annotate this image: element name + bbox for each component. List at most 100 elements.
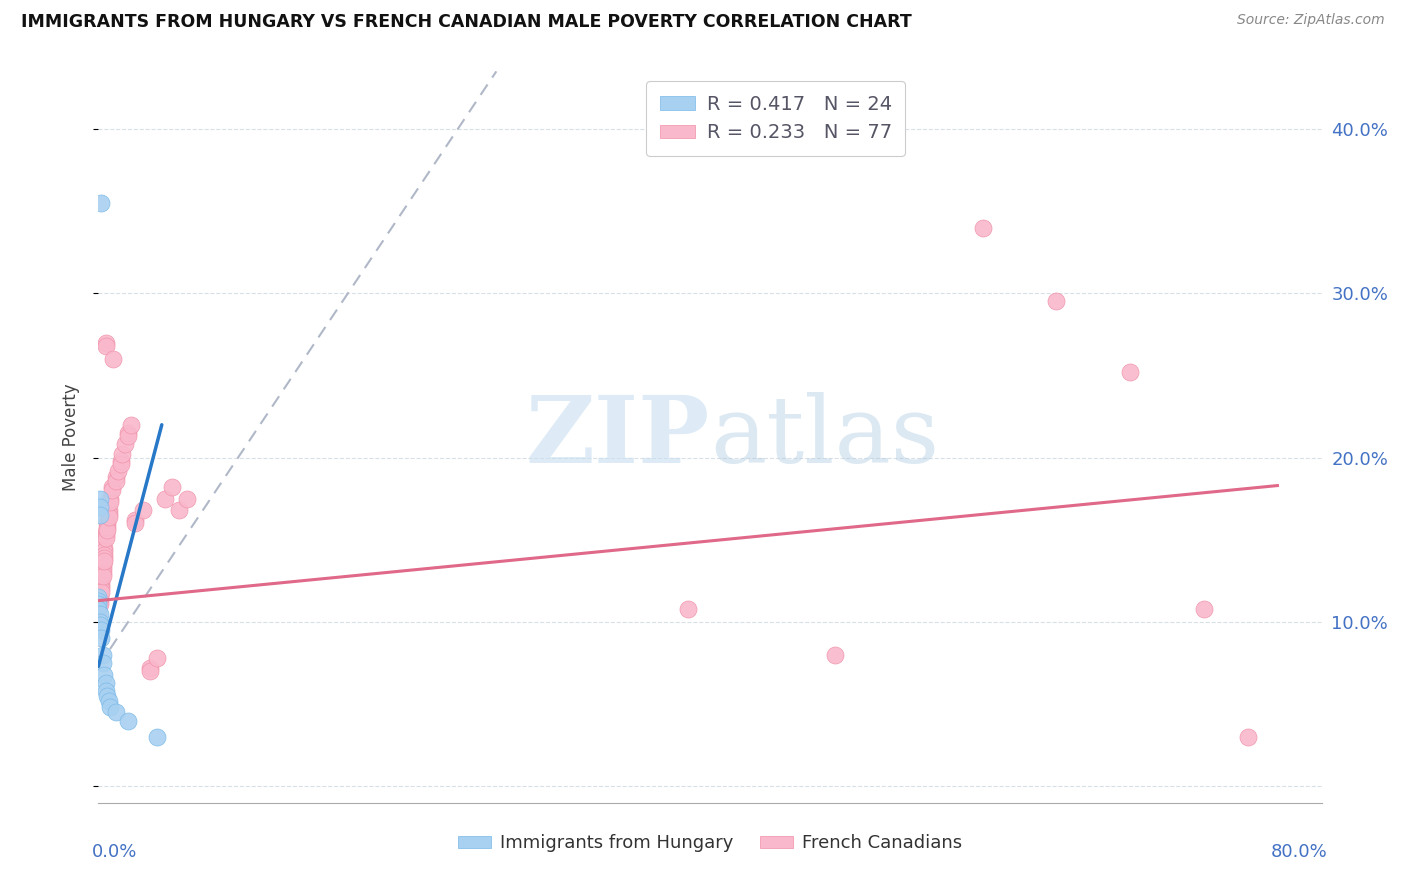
Point xyxy=(96,523,118,537)
Point xyxy=(89,491,111,506)
Point xyxy=(139,665,162,679)
Point xyxy=(89,500,111,514)
Point xyxy=(89,587,111,601)
Text: IMMIGRANTS FROM HUNGARY VS FRENCH CANADIAN MALE POVERTY CORRELATION CHART: IMMIGRANTS FROM HUNGARY VS FRENCH CANADI… xyxy=(21,13,912,31)
Point xyxy=(87,593,110,607)
Point xyxy=(110,457,132,471)
Point xyxy=(90,566,112,580)
Point xyxy=(93,554,115,568)
Point xyxy=(94,528,117,542)
Point xyxy=(89,593,111,607)
Point xyxy=(90,632,112,646)
Point xyxy=(87,597,110,611)
Point xyxy=(972,220,994,235)
Point xyxy=(94,339,117,353)
Point xyxy=(98,495,121,509)
Text: atlas: atlas xyxy=(710,392,939,482)
Point xyxy=(91,656,114,670)
Point xyxy=(111,447,134,461)
Point xyxy=(91,648,114,662)
Text: 80.0%: 80.0% xyxy=(1271,843,1327,861)
Point xyxy=(1119,365,1142,379)
Point xyxy=(90,195,112,210)
Point xyxy=(89,597,111,611)
Point xyxy=(100,480,122,494)
Point xyxy=(98,700,121,714)
Point xyxy=(169,503,191,517)
Point xyxy=(93,548,115,562)
Point xyxy=(97,503,120,517)
Point xyxy=(87,602,110,616)
Text: Source: ZipAtlas.com: Source: ZipAtlas.com xyxy=(1237,13,1385,28)
Point xyxy=(90,575,112,590)
Point xyxy=(90,585,112,599)
Point xyxy=(87,600,110,615)
Point xyxy=(90,572,112,586)
Legend: Immigrants from Hungary, French Canadians: Immigrants from Hungary, French Canadian… xyxy=(451,827,969,860)
Point xyxy=(139,661,162,675)
Point xyxy=(94,684,117,698)
Point xyxy=(87,593,110,607)
Point xyxy=(146,730,169,744)
Point xyxy=(97,507,120,521)
Point xyxy=(90,569,112,583)
Point xyxy=(91,562,114,576)
Point xyxy=(98,491,121,506)
Point xyxy=(97,509,120,524)
Point xyxy=(91,556,114,570)
Point xyxy=(94,524,117,539)
Point xyxy=(89,581,111,595)
Point xyxy=(89,574,111,588)
Point xyxy=(96,689,118,703)
Point xyxy=(91,552,114,566)
Point xyxy=(91,559,114,574)
Point xyxy=(100,483,122,498)
Point xyxy=(153,491,176,506)
Point xyxy=(1237,730,1260,744)
Point xyxy=(107,464,129,478)
Point xyxy=(87,587,110,601)
Point xyxy=(114,437,136,451)
Point xyxy=(105,474,128,488)
Point xyxy=(91,569,114,583)
Point xyxy=(1045,294,1067,309)
Point xyxy=(110,454,132,468)
Point xyxy=(1192,602,1215,616)
Point xyxy=(131,503,153,517)
Point xyxy=(120,417,142,432)
Point xyxy=(160,480,183,494)
Point xyxy=(93,541,115,555)
Point xyxy=(124,513,146,527)
Point xyxy=(87,603,110,617)
Point xyxy=(97,694,120,708)
Point xyxy=(89,615,111,629)
Text: 0.0%: 0.0% xyxy=(93,843,138,861)
Point xyxy=(96,519,118,533)
Point xyxy=(105,706,128,720)
Point xyxy=(89,618,111,632)
Point xyxy=(87,591,110,605)
Point xyxy=(89,607,111,621)
Point xyxy=(93,544,115,558)
Point xyxy=(93,667,115,681)
Point xyxy=(176,491,198,506)
Point xyxy=(101,351,124,366)
Point xyxy=(676,602,699,616)
Point xyxy=(94,335,117,350)
Y-axis label: Male Poverty: Male Poverty xyxy=(62,384,80,491)
Point xyxy=(124,516,146,531)
Point xyxy=(117,429,139,443)
Point xyxy=(89,508,111,523)
Point xyxy=(89,577,111,591)
Point xyxy=(93,550,115,565)
Point xyxy=(90,579,112,593)
Point xyxy=(89,591,111,605)
Point xyxy=(94,675,117,690)
Point xyxy=(117,425,139,440)
Point xyxy=(146,651,169,665)
Point xyxy=(824,648,846,662)
Point xyxy=(87,607,110,621)
Point xyxy=(87,582,110,596)
Point xyxy=(87,591,110,605)
Point xyxy=(91,566,114,580)
